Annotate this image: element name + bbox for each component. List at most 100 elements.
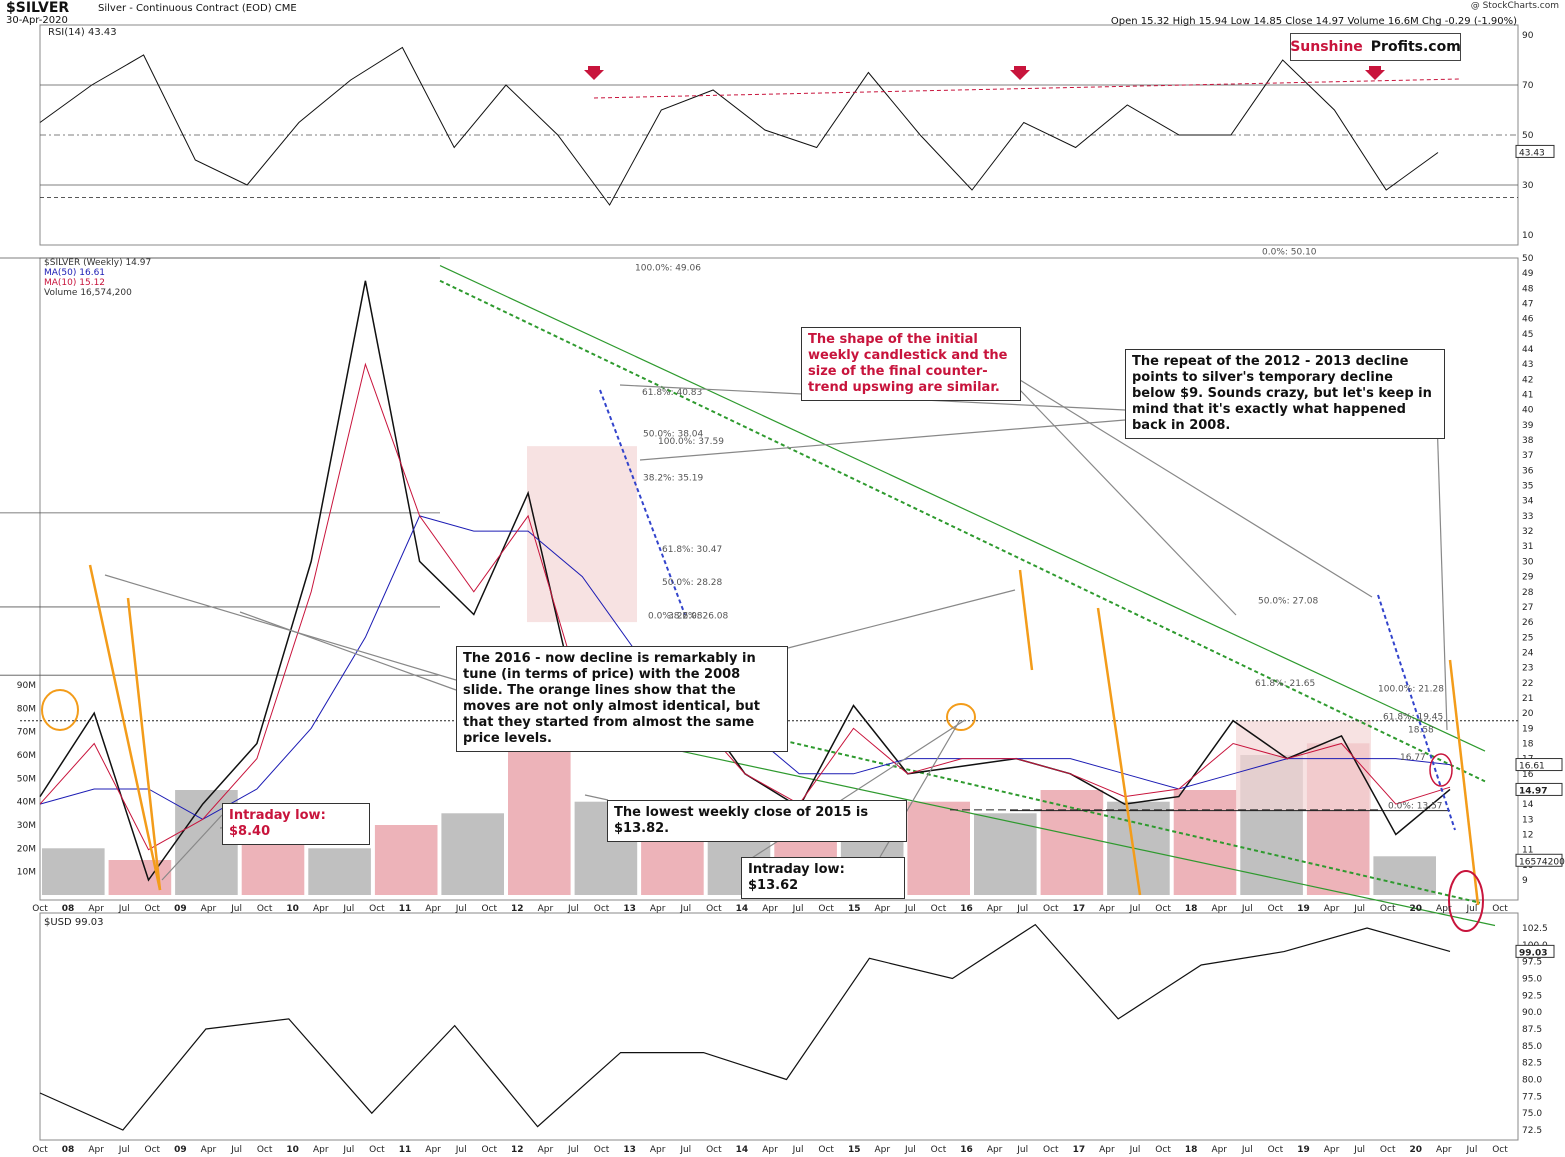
fib-level-label: 50.0%: 28.28 (662, 578, 723, 588)
time-axis-label: Oct (369, 904, 385, 914)
time-axis-label: Jul (118, 1145, 130, 1155)
time-axis-label: 09 (174, 904, 187, 914)
time-axis-label: Apr (538, 1145, 554, 1155)
orange-move-line (88, 564, 162, 891)
time-axis-label: Jul (792, 904, 804, 914)
time-axis-label: 14 (736, 904, 749, 914)
orange-move-line (126, 597, 162, 891)
time-axis-label: 12 (511, 904, 524, 914)
time-axis-label: Oct (1268, 904, 1284, 914)
price-panel-frame (39, 257, 1519, 901)
time-axis-label: Apr (1324, 904, 1340, 914)
time-axis-label: 16 (960, 904, 973, 914)
time-axis-label: Apr (201, 1145, 217, 1155)
price-legend-item: MA(50) 16.61 (44, 268, 105, 278)
time-axis-label: Jul (342, 904, 354, 914)
red-circle (1448, 870, 1484, 932)
annotation-connector (584, 794, 609, 801)
volume-tick-label: 10M (17, 868, 36, 878)
time-axis-label: Jul (1465, 1145, 1477, 1155)
price-legend-item: Volume 16,574,200 (44, 288, 132, 298)
annotation-2016-decline: The 2016 - now decline is remarkably in … (456, 646, 788, 752)
time-axis-label: 17 (1073, 904, 1086, 914)
price-value-tag-box (1515, 853, 1563, 867)
price-tick-label: 19 (1522, 724, 1534, 734)
volume-tick-label: 70M (17, 728, 36, 738)
annotation-connector (1019, 379, 1373, 598)
time-axis-label: 17 (1073, 1145, 1086, 1155)
price-tick-label: 36 (1522, 466, 1534, 476)
time-axis-label: Jul (1129, 904, 1141, 914)
fib-level-label: 50.0%: 27.08 (1258, 596, 1319, 606)
time-axis-label: Oct (1043, 904, 1059, 914)
price-tick-label: 38 (1522, 436, 1534, 446)
time-axis-label: Apr (88, 904, 104, 914)
fib-level-label: 18.58 (1408, 726, 1434, 736)
usd-tick-label: 75.0 (1522, 1109, 1542, 1119)
fib-level-label: 100.0%: 21.28 (1378, 685, 1444, 695)
time-axis-label: Apr (987, 1145, 1003, 1155)
time-axis-label: 18 (1185, 1145, 1198, 1155)
time-axis-label: Oct (481, 904, 497, 914)
time-axis-label: Jul (1353, 1145, 1365, 1155)
channel-lower-dashed (469, 666, 1481, 904)
usd-line (39, 923, 1451, 1131)
price-tick-label: 42 (1522, 375, 1533, 385)
price-tick-label: 34 (1522, 497, 1534, 507)
usd-tick-label: 82.5 (1522, 1059, 1542, 1069)
usd-value-tag-box (1515, 944, 1555, 958)
price-value-tag: 14.97 (1519, 786, 1547, 796)
time-axis-label: Oct (1155, 904, 1171, 914)
time-axis-label: Jul (567, 1145, 579, 1155)
time-axis-label: Jul (1129, 1145, 1141, 1155)
price-tick-label: 44 (1522, 345, 1534, 355)
price-tick-label: 14 (1522, 800, 1534, 810)
volume-tick-label: 30M (17, 821, 36, 831)
price-tick-label: 32 (1522, 527, 1533, 537)
time-axis-label: 15 (848, 904, 861, 914)
time-axis-label: Apr (875, 1145, 891, 1155)
volume-tick-label: 40M (17, 798, 36, 808)
time-axis-label: 11 (399, 904, 412, 914)
volume-tick-label: 90M (17, 681, 36, 691)
price-legend-item: $SILVER (Weekly) 14.97 (44, 258, 151, 268)
time-axis-label: Apr (1211, 1145, 1227, 1155)
rsi-line (39, 46, 1439, 206)
annotation-repeat-2012-2013: The repeat of the 2012 - 2013 decline po… (1125, 349, 1445, 439)
annotation-intraday-low-840: Intraday low: $8.40 (222, 803, 370, 845)
rsi-tick-label: 90 (1522, 31, 1534, 41)
price-tick-label: 27 (1522, 603, 1533, 613)
price-tick-label: 23 (1522, 664, 1533, 674)
price-tick-label: 37 (1522, 451, 1533, 461)
time-axis-label: Apr (88, 1145, 104, 1155)
price-series-line (39, 362, 1451, 851)
usd-panel-frame (39, 912, 1519, 1141)
annotation-connector (161, 814, 223, 881)
time-axis-label: Oct (1155, 1145, 1171, 1155)
price-tick-label: 21 (1522, 694, 1533, 704)
price-tick-label: 18 (1522, 739, 1534, 749)
usd-tick-label: 102.5 (1522, 924, 1548, 934)
usd-tick-label: 90.0 (1522, 1008, 1542, 1018)
price-tick-label: 12 (1522, 830, 1533, 840)
time-axis-label: Oct (145, 1145, 161, 1155)
time-axis-label: Jul (1353, 904, 1365, 914)
rsi-tick-label: 70 (1522, 81, 1534, 91)
time-axis-label: Jul (118, 904, 130, 914)
price-tick-label: 22 (1522, 679, 1533, 689)
price-tick-label: 35 (1522, 482, 1533, 492)
volume-bar (108, 860, 172, 895)
time-axis-label: Jul (230, 1145, 242, 1155)
time-axis-label: Jul (1016, 1145, 1028, 1155)
logo-profits: Profits.com (1370, 39, 1461, 55)
annotation-initial-candlestick: The shape of the initial weekly candlest… (801, 327, 1021, 401)
time-axis-label: Oct (706, 904, 722, 914)
usd-value-tag: 99.03 (1519, 948, 1547, 958)
time-axis-label: Jul (567, 904, 579, 914)
time-axis-label: Jul (904, 904, 916, 914)
price-tick-label: 49 (1522, 269, 1534, 279)
time-axis-label: Oct (931, 904, 947, 914)
time-axis-label: Apr (875, 904, 891, 914)
time-axis-label: 14 (736, 1145, 749, 1155)
time-axis-label: 18 (1185, 904, 1198, 914)
